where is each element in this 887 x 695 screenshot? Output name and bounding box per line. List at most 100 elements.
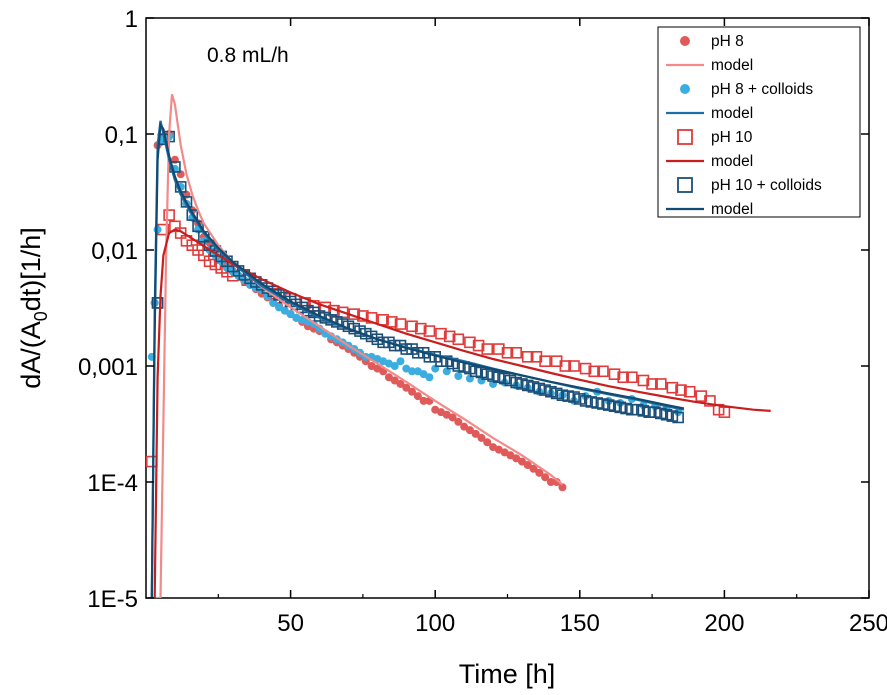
point (386, 316, 398, 328)
point (666, 381, 679, 394)
legend-item-ph-8-colloids: pH 8 + colloids (680, 81, 813, 98)
point (408, 387, 417, 396)
legend-label: pH 10 (711, 129, 753, 146)
legend-label: pH 10 + colloids (711, 177, 822, 194)
point (558, 483, 567, 492)
point (406, 320, 418, 333)
point (396, 379, 405, 388)
point (169, 161, 181, 173)
x-tick-label: 50 (277, 610, 304, 637)
point (454, 417, 463, 426)
legend-marker (677, 129, 693, 145)
model-line-4 (150, 121, 685, 598)
legend-label: model (711, 105, 753, 122)
series-ph-10 (146, 209, 731, 468)
legend-item-model: model (666, 153, 753, 170)
point (186, 209, 199, 221)
point (423, 325, 436, 337)
y-tick-label: 1E-5 (87, 586, 138, 613)
point (448, 413, 457, 422)
point (579, 362, 592, 375)
legend-label: model (711, 201, 753, 218)
point (390, 376, 399, 385)
point (541, 473, 550, 482)
point (501, 346, 514, 359)
y-tick-label: 1E-4 (87, 470, 138, 497)
x-tick-label: 200 (704, 610, 744, 637)
point (535, 468, 544, 477)
point (517, 457, 526, 466)
legend-label: model (711, 153, 753, 170)
point (646, 378, 658, 390)
x-tick-label: 250 (849, 610, 887, 637)
point (460, 422, 469, 431)
point (452, 333, 465, 346)
point (443, 330, 456, 343)
point (510, 346, 522, 359)
y-axis-title: dA/(A0dt)[1/h] (16, 227, 51, 389)
point (597, 365, 609, 378)
annotation-label: 0.8 mL/h (207, 44, 289, 67)
point (568, 360, 580, 372)
legend-label: model (711, 57, 753, 74)
y-axis-title-subscript: 0 (31, 311, 51, 321)
point (471, 429, 480, 438)
point (559, 360, 572, 372)
point (396, 357, 405, 366)
legend-item-ph-10: pH 10 (677, 129, 753, 146)
point (637, 374, 650, 387)
legend-label: pH 8 + colloids (711, 81, 813, 98)
y-tick-label: 1 (125, 6, 138, 33)
y-tick-label: 0,1 (105, 122, 138, 149)
point (413, 392, 422, 401)
point (269, 298, 278, 307)
point (419, 396, 428, 405)
point (163, 209, 175, 221)
point (483, 438, 492, 447)
point (394, 318, 407, 330)
y-tick-label: 0,01 (91, 238, 138, 265)
point (477, 433, 486, 442)
point (481, 343, 494, 355)
point (357, 310, 369, 322)
point (151, 297, 164, 309)
point (286, 310, 295, 319)
x-tick-label: 150 (560, 610, 600, 637)
y-axis-title-main: dA/(A (16, 321, 46, 389)
point (546, 478, 555, 486)
point (465, 426, 474, 435)
legend-label: pH 8 (711, 33, 744, 50)
point (672, 411, 684, 424)
point (425, 373, 434, 382)
legend-marker (680, 36, 690, 46)
legend-item-ph-10-colloids: pH 10 + colloids (677, 177, 822, 194)
legend-marker (677, 177, 693, 193)
point (523, 461, 532, 470)
point (402, 383, 411, 392)
point (608, 368, 621, 380)
point (435, 327, 447, 340)
point (408, 367, 417, 376)
data-layer (146, 93, 771, 598)
model-line-3 (153, 228, 771, 598)
point (683, 385, 696, 398)
point (704, 395, 716, 407)
point (552, 478, 561, 486)
point (153, 225, 162, 234)
x-axis-title: Time [h] (459, 659, 556, 689)
point (280, 306, 289, 315)
legend-item-model: model (666, 105, 753, 122)
point (493, 343, 505, 355)
legend-item-ph-8: pH 8 (680, 33, 744, 50)
point (617, 371, 629, 384)
series-ph-10-colloids (151, 130, 684, 424)
legend-item-model: model (666, 57, 753, 74)
x-tick-label: 100 (415, 610, 455, 637)
point (626, 371, 638, 384)
y-tick-label: 0,001 (78, 354, 138, 381)
point (414, 322, 427, 335)
legend-marker (680, 84, 690, 94)
y-axis-title-rest: dt)[1/h] (16, 227, 46, 311)
point (654, 378, 667, 390)
